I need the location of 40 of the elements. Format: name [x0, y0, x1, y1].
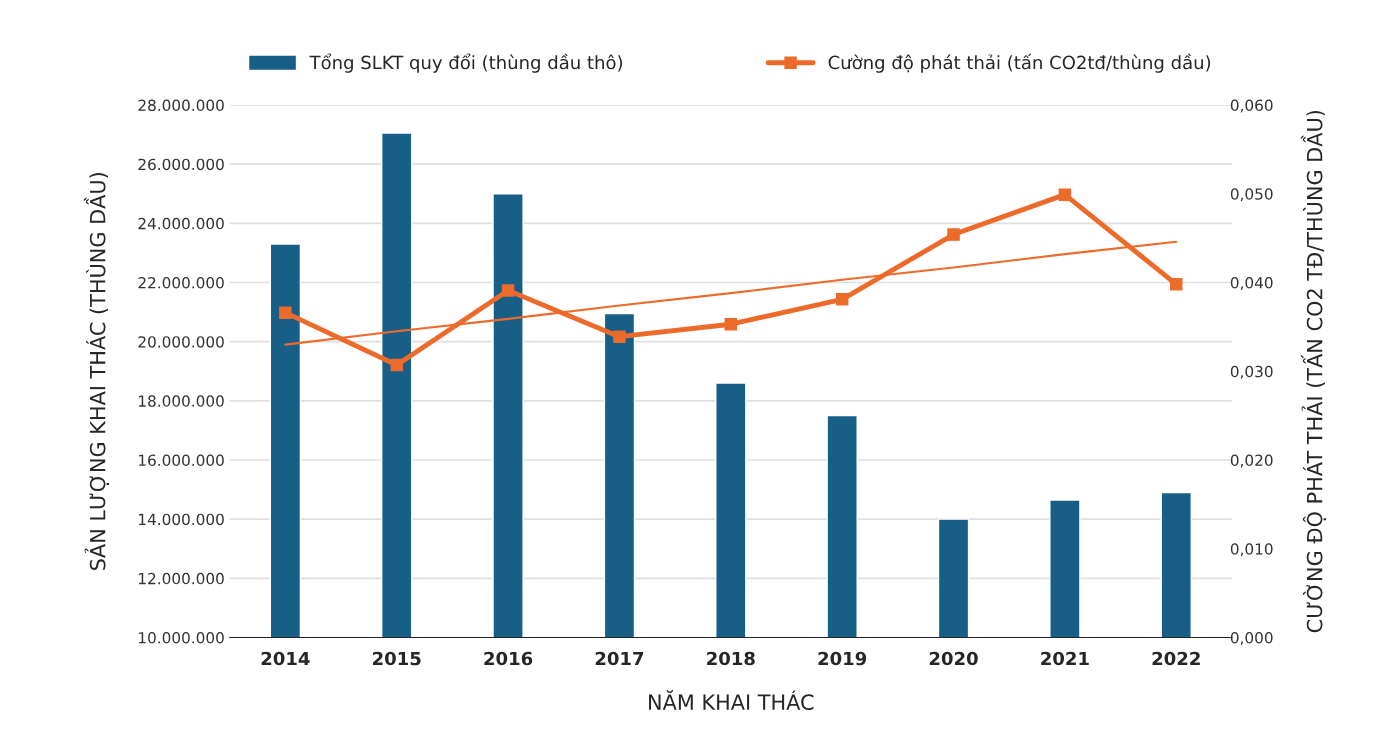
x-tick-label: 2015 — [373, 651, 421, 666]
legend-label: Tổng SLKT quy đổi (thùng dầu thô) — [309, 53, 623, 73]
y-tick-label: 12.000.000 — [139, 572, 224, 585]
y-tick-label: 20.000.000 — [138, 336, 224, 348]
x-tick-label: 2019 — [818, 651, 867, 666]
y2-tick-label: 0,020 — [1230, 454, 1273, 468]
x-axis-title: NĂM KHAI THÁC — [649, 690, 814, 710]
x-tick-label: 2018 — [707, 651, 755, 666]
y2-tick-label: 0,040 — [1230, 276, 1273, 291]
x-tick-label: 2017 — [595, 651, 644, 666]
point — [501, 284, 515, 297]
point — [279, 306, 292, 319]
x-tick-label: 2014 — [261, 651, 310, 666]
legend-label: Cường độ phát thải (tấn CO2tđ/thùng dầu) — [828, 53, 1211, 73]
y-tick-label: 16.000.000 — [139, 454, 224, 467]
point — [724, 317, 738, 331]
point — [1058, 188, 1072, 201]
y-tick-label: 18.000.000 — [139, 395, 224, 407]
x-tick-label: 2016 — [484, 651, 533, 666]
y2-tick-label: 0,000 — [1230, 631, 1273, 646]
point — [947, 228, 960, 241]
y-tick-label: 24.000.000 — [138, 217, 224, 230]
point — [835, 293, 849, 306]
x-tick-label: 2022 — [1152, 651, 1200, 666]
point — [1169, 278, 1183, 291]
y2-tick-label: 0,010 — [1230, 543, 1273, 557]
y2-tick-label: 0,050 — [1230, 188, 1273, 202]
y-tick-label: 28.000.000 — [138, 99, 224, 112]
y-tick-label: 22.000.000 — [138, 276, 224, 289]
x-tick-label: 2021 — [1041, 651, 1089, 666]
point — [613, 330, 626, 343]
y2-tick-label: 0,030 — [1230, 365, 1273, 379]
y-axis-title: SẢN LƯỢNG KHAI THÁC (THÙNG DẦU) — [83, 172, 110, 570]
x-tick-label: 2020 — [929, 651, 978, 666]
y-tick-label: 10.000.000 — [139, 631, 224, 644]
y-tick-label: 26.000.000 — [138, 158, 224, 171]
y2-axis-title: CƯỜNG ĐỘ PHÁT THẢI (TẤN CO2 TĐ/THÙNG DẦU) — [1300, 110, 1327, 633]
point — [390, 358, 403, 372]
y-tick-label: 14.000.000 — [139, 513, 224, 526]
y2-tick-label: 0,060 — [1230, 99, 1273, 113]
